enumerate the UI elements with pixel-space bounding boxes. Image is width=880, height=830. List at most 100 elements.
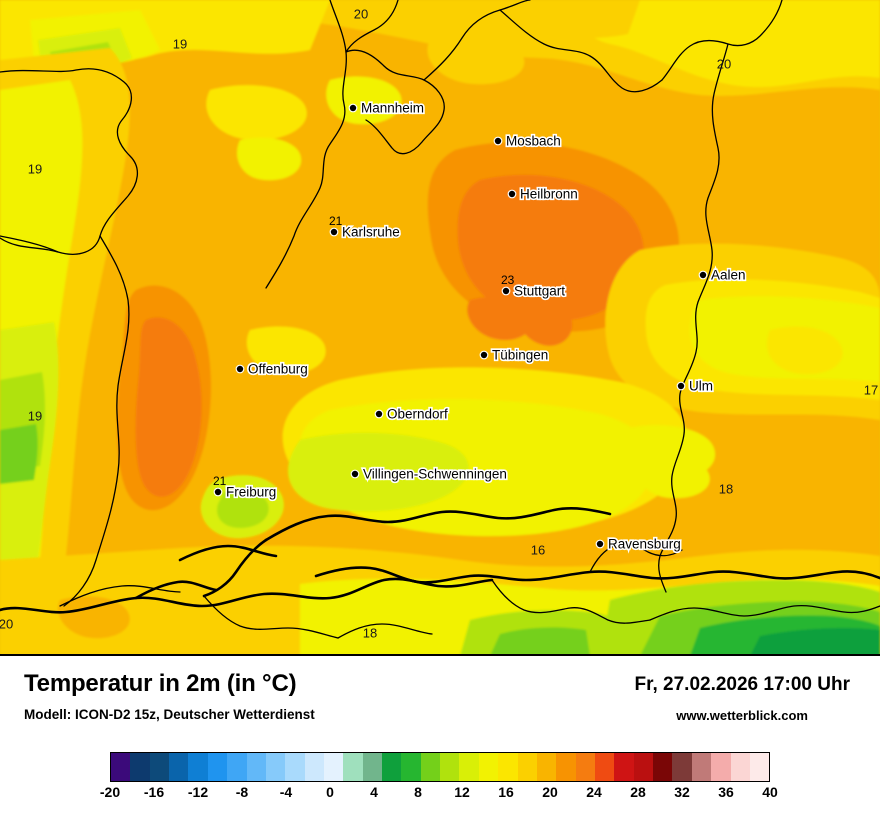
colorbar-swatch: [343, 753, 363, 781]
city-dot-icon: [507, 189, 517, 199]
footer-text-block: Temperatur in 2m (in °C) Modell: ICON-D2…: [0, 656, 880, 738]
colorbar-swatch: [382, 753, 402, 781]
city-dot-icon: [493, 136, 503, 146]
colorbar-swatch: [207, 753, 228, 781]
city-marker[interactable]: Offenburg: [235, 360, 309, 378]
colorbar-swatch: [536, 753, 557, 781]
colorbar-swatch: [246, 753, 266, 781]
contour-value-label: 19: [28, 161, 42, 176]
city-label: Offenburg: [248, 362, 308, 377]
contour-value-label: 19: [173, 36, 187, 51]
city-marker[interactable]: Aalen: [698, 266, 747, 284]
city-label: Oberndorf: [387, 407, 448, 422]
colorbar-swatch: [459, 753, 479, 781]
temperature-field: [0, 0, 880, 654]
colorbar-swatch: [556, 753, 576, 781]
colorbar-swatch: [672, 753, 692, 781]
city-label: Mannheim: [361, 101, 424, 116]
temperature-map[interactable]: 20 19 20 19 19 17 18 16 20 18 Mannheim Mosbach Heil…: [0, 0, 880, 656]
city-dot-icon: [676, 381, 686, 391]
colorbar-swatch: [730, 753, 750, 781]
colorbar-tick: -20: [99, 784, 121, 800]
city-dot-icon: [213, 487, 223, 497]
colorbar-swatch: [188, 753, 208, 781]
city-label: Freiburg: [226, 485, 276, 500]
contour-value-label: 17: [864, 382, 878, 397]
model-subtitle: Modell: ICON-D2 15z, Deutscher Wetterdie…: [24, 707, 315, 722]
colorbar-swatch: [304, 753, 324, 781]
city-dot-icon: [595, 539, 605, 549]
page-title: Temperatur in 2m (in °C): [24, 670, 297, 697]
city-label: Heilbronn: [520, 187, 578, 202]
contour-value-label: 20: [0, 616, 13, 631]
colorbar-swatch: [265, 753, 286, 781]
city-temperature-value: 21: [213, 474, 227, 488]
city-label: Mosbach: [506, 134, 561, 149]
colorbar-swatch: [362, 753, 383, 781]
colorbar-tick-labels: -20 -16 -12 -8 -4 0 4 8 12 16 20 24 28 32 36 40: [100, 784, 778, 808]
contour-label-group: 20 19 20 19 19 17 18 16 20 18: [0, 6, 878, 640]
city-label: Ravensburg: [608, 537, 681, 552]
city-marker[interactable]: Oberndorf: [374, 405, 450, 423]
colorbar-tick: -4: [279, 784, 293, 800]
city-dot-icon: [479, 350, 489, 360]
colorbar-tick: 12: [454, 784, 470, 800]
city-marker[interactable]: Tübingen: [479, 346, 550, 364]
city-marker[interactable]: Villingen-Schwenningen: [350, 465, 508, 483]
colorbar-tick: 20: [542, 784, 558, 800]
colorbar-swatch: [169, 753, 189, 781]
colorbar-tick: 24: [586, 784, 602, 800]
colorbar-swatch: [149, 753, 170, 781]
colorbar-tick: -12: [187, 784, 209, 800]
contour-value-label: 18: [719, 481, 733, 496]
city-marker[interactable]: Ravensburg: [595, 535, 682, 553]
colorbar-swatch: [517, 753, 537, 781]
colorbar-tick: 28: [630, 784, 646, 800]
contour-value-label: 20: [354, 6, 368, 21]
city-dot-icon: [235, 364, 245, 374]
map-footer: Temperatur in 2m (in °C) Modell: ICON-D2…: [0, 656, 880, 830]
colorbar-tick: 8: [414, 784, 422, 800]
city-marker[interactable]: Heilbronn: [507, 185, 579, 203]
colorbar-swatch: [401, 753, 421, 781]
city-dot-icon: [374, 409, 384, 419]
city-dot-icon: [698, 270, 708, 280]
city-marker[interactable]: Ulm: [676, 377, 715, 395]
colorbar-swatch: [749, 753, 770, 781]
map-canvas[interactable]: 20 19 20 19 19 17 18 16 20 18 Mannheim Mosbach Heil…: [0, 0, 880, 656]
colorbar-swatch: [285, 753, 305, 781]
city-marker[interactable]: Mosbach: [493, 132, 562, 150]
city-label: Ulm: [689, 379, 713, 394]
city-label: Tübingen: [492, 348, 548, 363]
city-label: Stuttgart: [514, 284, 565, 299]
city-temperature-value: 21: [329, 214, 343, 228]
colorbar-swatch: [575, 753, 595, 781]
city-dot-icon: [350, 469, 360, 479]
city-label: Karlsruhe: [342, 225, 400, 240]
colorbar-tick: 32: [674, 784, 690, 800]
city-marker-group[interactable]: MannheimMosbachHeilbronn21Karlsruhe23Stu…: [213, 99, 747, 553]
colorbar-swatch: [594, 753, 615, 781]
contour-value-label: 20: [717, 56, 731, 71]
contour-value-label: 19: [28, 408, 42, 423]
city-dot-icon: [348, 103, 358, 113]
city-label: Aalen: [711, 268, 746, 283]
contour-value-label: 18: [363, 625, 377, 640]
colorbar-swatch: [440, 753, 460, 781]
colorbar-swatch: [111, 753, 131, 781]
colorbar-tick: 40: [762, 784, 778, 800]
colorbar-swatches: [110, 752, 770, 782]
city-dot-icon: [501, 286, 511, 296]
colorbar-tick: 0: [326, 784, 334, 800]
colorbar-tick: 36: [718, 784, 734, 800]
colorbar-swatch: [711, 753, 731, 781]
city-dot-icon: [329, 227, 339, 237]
colorbar-tick: -16: [143, 784, 165, 800]
city-marker[interactable]: Mannheim: [348, 99, 426, 117]
colorbar-swatch: [633, 753, 654, 781]
colorbar-swatch: [653, 753, 673, 781]
